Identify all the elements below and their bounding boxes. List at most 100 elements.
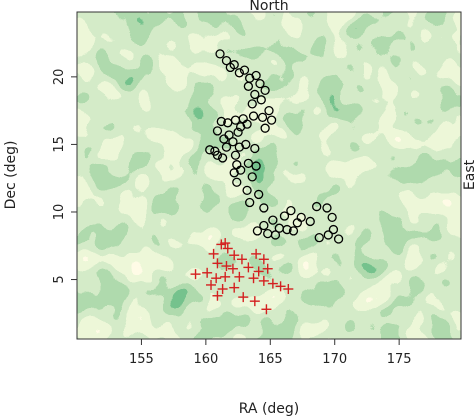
- circle-point: [228, 137, 238, 147]
- circle-point: [247, 99, 257, 109]
- circle-point: [259, 220, 269, 231]
- circle-point: [268, 215, 278, 225]
- circle-point: [296, 212, 306, 223]
- circle-point: [251, 161, 261, 171]
- plus-point: [249, 296, 260, 307]
- circle-point: [245, 197, 255, 208]
- y-tick-label: 15: [52, 136, 67, 153]
- plus-point: [208, 248, 219, 259]
- circle-point: [279, 211, 290, 221]
- circle-point: [221, 142, 232, 152]
- plus-point: [211, 273, 222, 284]
- plus-point: [261, 304, 272, 315]
- circle-point: [216, 116, 226, 127]
- plus-point: [229, 282, 240, 293]
- circle-point: [328, 224, 339, 235]
- circle-point: [257, 112, 268, 123]
- circle-point: [333, 234, 344, 244]
- plus-point: [220, 238, 231, 249]
- circle-point: [266, 115, 277, 125]
- circle-point: [250, 89, 260, 100]
- plus-point: [283, 284, 294, 295]
- plus-point: [243, 262, 254, 273]
- plus-point: [248, 273, 259, 284]
- x-tick-label: 155: [129, 352, 154, 367]
- circle-point: [248, 111, 259, 121]
- plus-point: [190, 269, 201, 280]
- circle-point: [322, 203, 332, 213]
- plus-point: [267, 278, 278, 289]
- circle-point: [305, 216, 315, 227]
- circle-point: [217, 153, 228, 163]
- circle-point: [221, 55, 232, 66]
- y-axis: 5 10 15 20: [52, 69, 77, 284]
- circle-point: [212, 126, 223, 136]
- plus-point: [262, 263, 273, 274]
- circle-point: [234, 68, 245, 78]
- plus-point: [251, 248, 262, 259]
- y-tick-label: 10: [52, 204, 67, 221]
- circle-point: [312, 201, 322, 212]
- circle-point: [256, 95, 266, 105]
- circle-point: [236, 165, 246, 175]
- plot-area: [76, 11, 462, 340]
- plus-point: [206, 279, 217, 290]
- circle-point: [243, 81, 254, 91]
- circle-point: [282, 224, 292, 235]
- circle-point: [314, 233, 324, 243]
- circle-point: [242, 185, 252, 196]
- plus-point: [238, 292, 249, 303]
- x-tick-label: 160: [193, 352, 218, 367]
- y-axis-title: Dec (deg): [3, 141, 19, 210]
- circle-point: [255, 78, 265, 89]
- plus-point: [275, 281, 286, 292]
- plus-point: [229, 250, 240, 261]
- y-tick-label: 5: [52, 275, 67, 283]
- plus-point: [202, 267, 213, 278]
- circle-point: [236, 122, 246, 132]
- y-tick-label: 20: [52, 69, 67, 86]
- circle-point: [288, 226, 299, 236]
- plus-point: [212, 258, 223, 269]
- plot-frame: [76, 11, 462, 340]
- plus-point: [222, 243, 233, 254]
- plus-point: [221, 261, 232, 272]
- circle-point: [260, 85, 270, 96]
- x-tick-label: 165: [258, 352, 283, 367]
- plus-point: [227, 263, 238, 274]
- data-marks: [190, 49, 344, 315]
- contour-fill: [77, 12, 461, 339]
- plus-point: [212, 290, 223, 301]
- plus-point: [258, 275, 269, 286]
- circle-point: [224, 130, 234, 140]
- x-axis: 155 160 165 170 175: [129, 339, 412, 367]
- plus-point: [253, 266, 264, 277]
- north-label: North: [249, 0, 288, 14]
- circle-point: [251, 70, 261, 81]
- circle-point: [230, 150, 241, 160]
- circle-point: [215, 49, 225, 59]
- x-axis-title: RA (deg): [239, 401, 300, 417]
- circle-point: [241, 139, 251, 150]
- plus-point: [217, 284, 228, 295]
- circle-point: [254, 189, 264, 200]
- circle-point: [323, 230, 333, 240]
- circle-point: [247, 172, 257, 182]
- circle-point: [264, 105, 274, 116]
- plus-point: [234, 271, 245, 282]
- x-tick-label: 170: [322, 352, 347, 367]
- circle-point: [233, 127, 243, 137]
- circle-point: [260, 123, 270, 133]
- x-tick-label: 175: [387, 352, 412, 367]
- east-label: East: [462, 159, 475, 190]
- circle-point: [232, 177, 242, 187]
- plus-point: [236, 254, 247, 265]
- circle-point: [229, 60, 239, 70]
- circle-point: [252, 226, 263, 236]
- circle-point: [223, 118, 233, 128]
- plus-point: [258, 254, 269, 265]
- circle-point: [286, 205, 296, 216]
- circle-point: [212, 150, 223, 160]
- circle-point: [205, 145, 215, 155]
